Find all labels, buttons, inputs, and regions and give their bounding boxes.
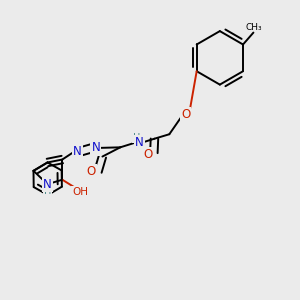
Text: H: H	[133, 133, 140, 142]
Text: N: N	[135, 136, 144, 149]
Text: H: H	[44, 186, 51, 196]
Text: CH₃: CH₃	[245, 23, 262, 32]
Text: N: N	[92, 141, 100, 154]
Text: N: N	[73, 145, 82, 158]
Text: O: O	[87, 165, 96, 178]
Text: N: N	[43, 178, 52, 191]
Text: O: O	[143, 148, 152, 161]
Text: OH: OH	[72, 187, 88, 196]
Text: O: O	[181, 108, 190, 122]
